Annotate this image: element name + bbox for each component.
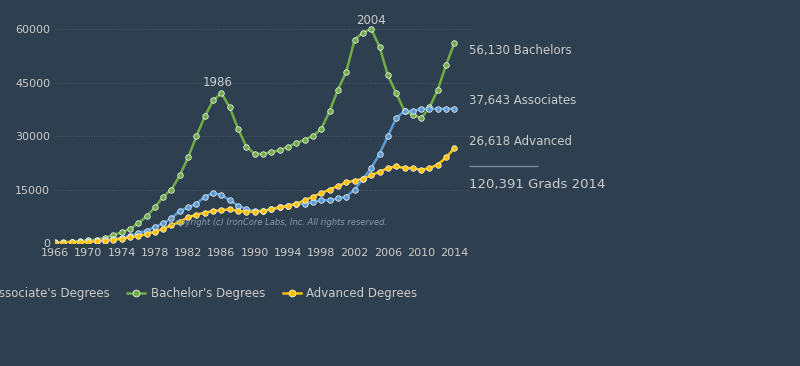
Text: 37,643 Associates: 37,643 Associates: [470, 94, 577, 107]
Text: 26,618 Advanced: 26,618 Advanced: [470, 135, 573, 148]
Legend: Associate's Degrees, Bachelor's Degrees, Advanced Degrees: Associate's Degrees, Bachelor's Degrees,…: [0, 282, 422, 305]
Text: 56,130 Bachelors: 56,130 Bachelors: [470, 44, 572, 57]
Text: Copyright (c) IronCore Labs, Inc. All rights reserved.: Copyright (c) IronCore Labs, Inc. All ri…: [169, 219, 386, 227]
Text: 1986: 1986: [202, 76, 232, 89]
Text: 2004: 2004: [356, 14, 386, 27]
Text: 120,391 Grads 2014: 120,391 Grads 2014: [470, 178, 606, 191]
